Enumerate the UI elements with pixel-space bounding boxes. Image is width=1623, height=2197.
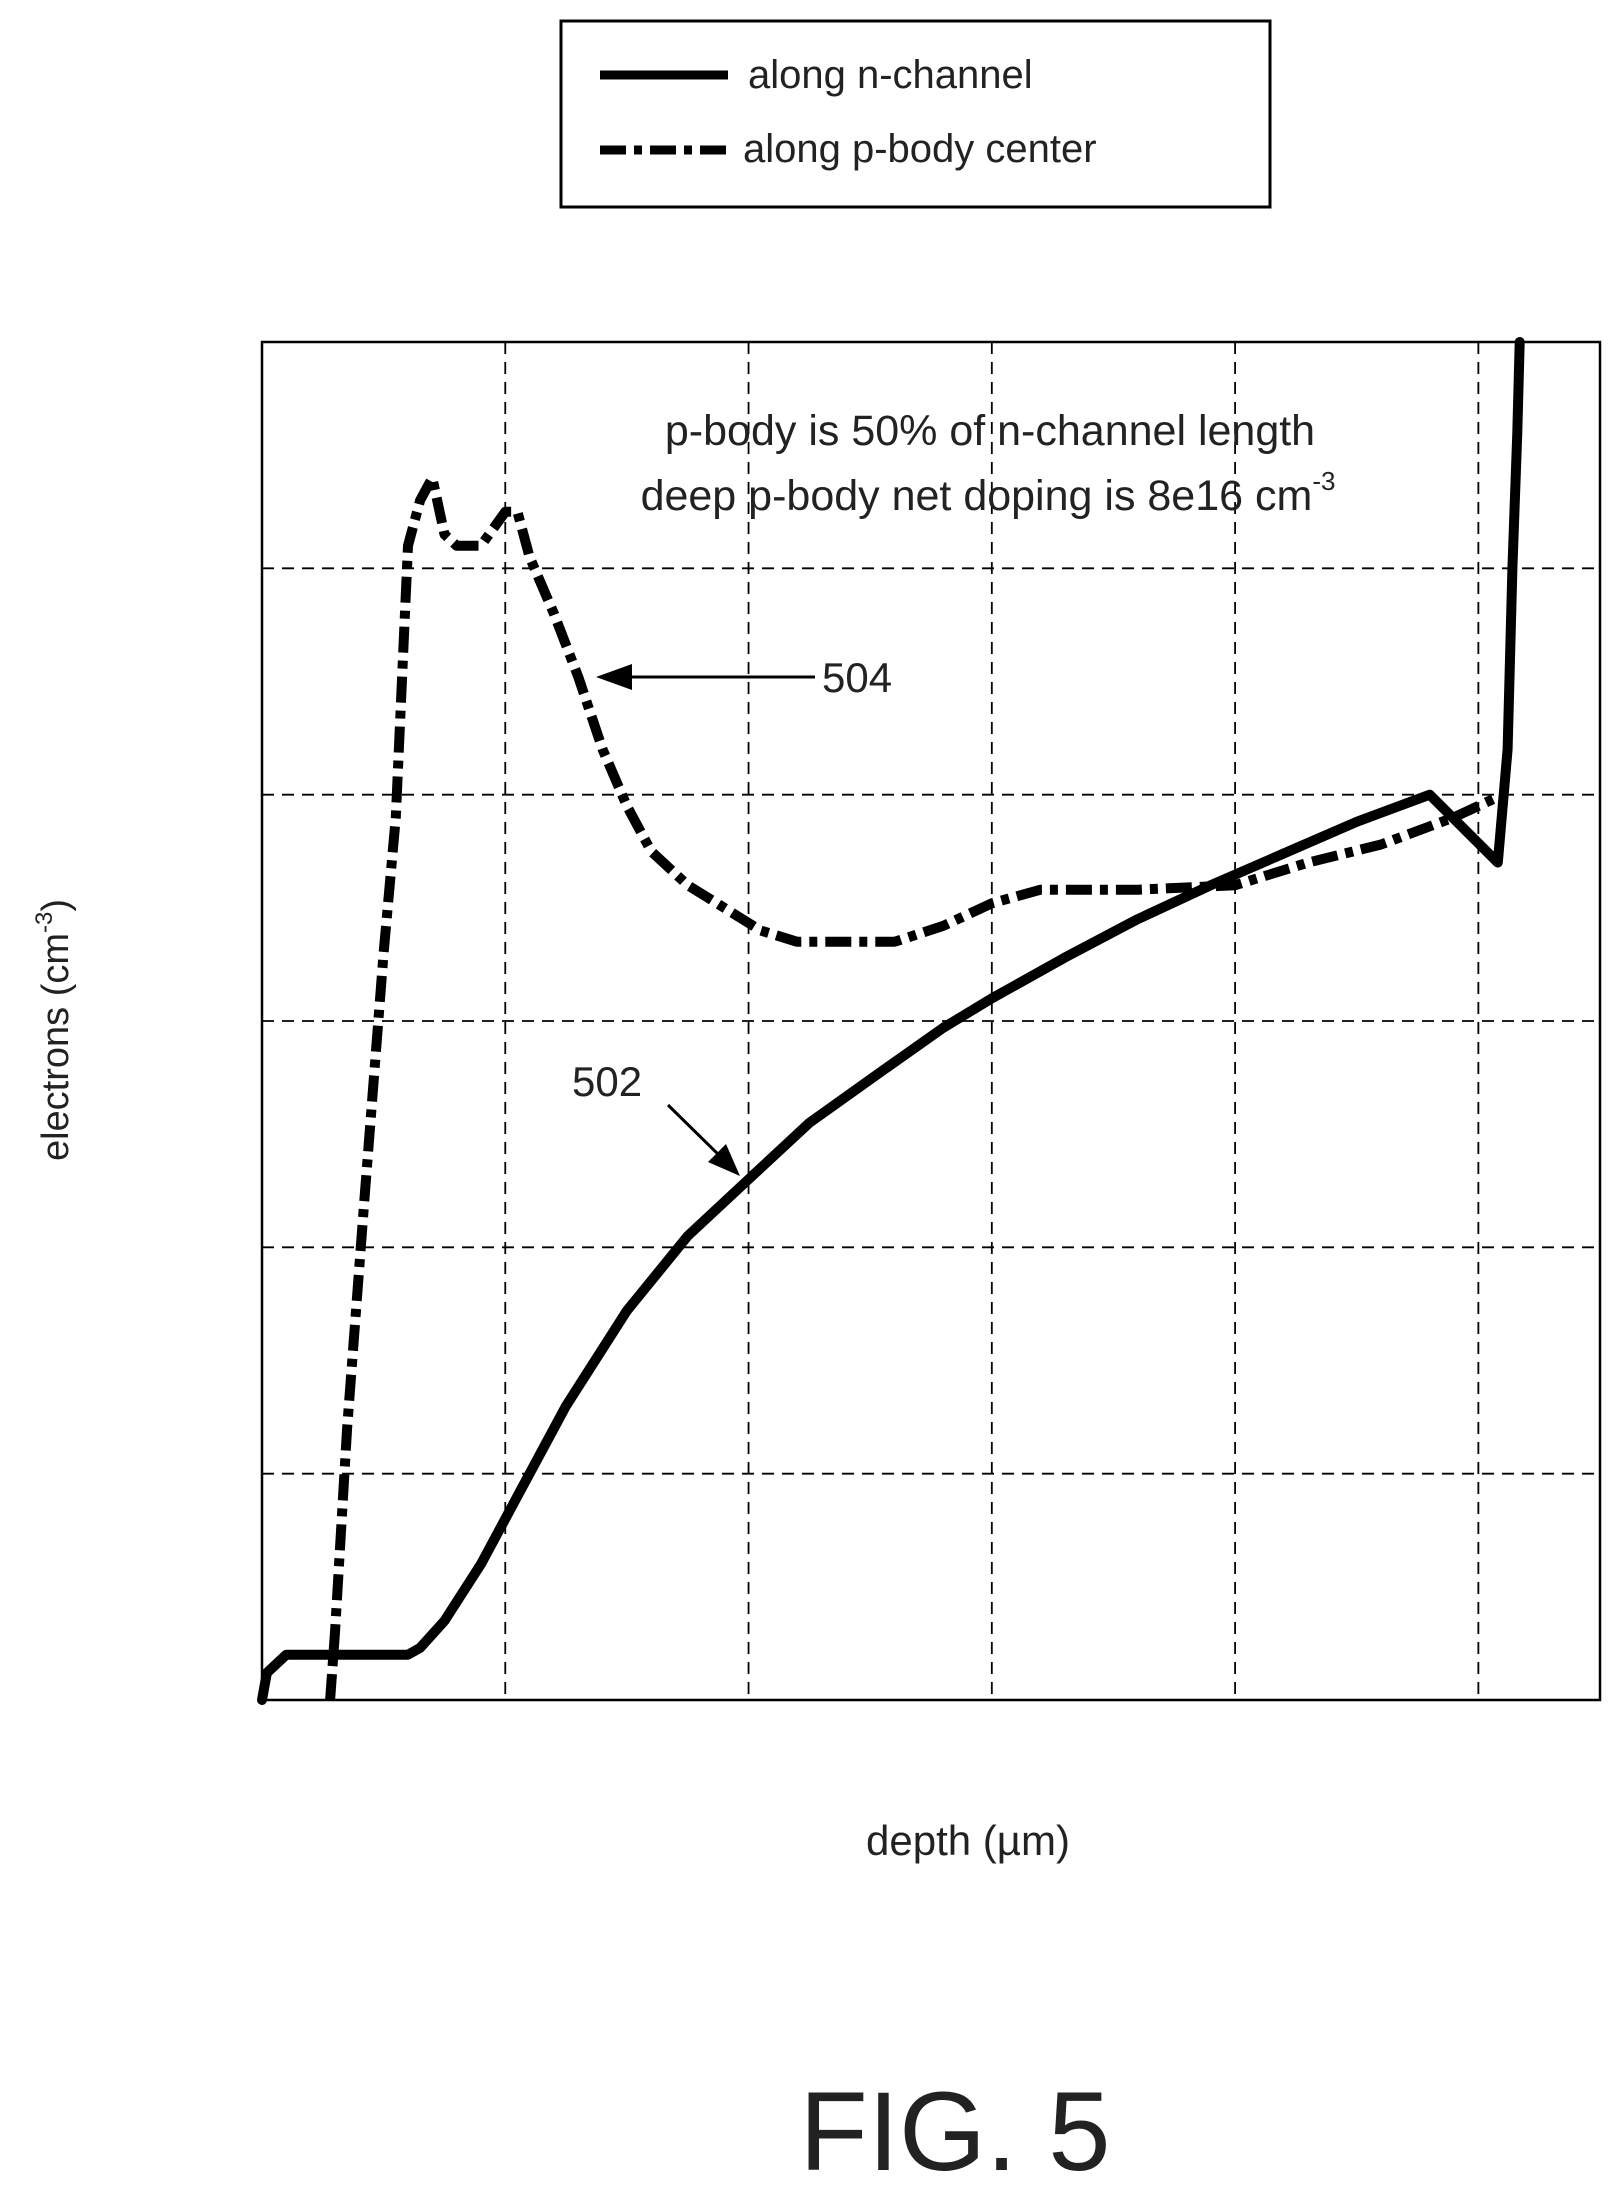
callout-502: 502 bbox=[572, 1058, 740, 1176]
annotation-line-1: p-body is 50% of n-channel length bbox=[665, 407, 1315, 455]
legend-label-along-n-channel: along n-channel bbox=[748, 53, 1033, 97]
callout-502-label: 502 bbox=[572, 1058, 642, 1105]
callout-502-arrowhead bbox=[708, 1144, 740, 1176]
callout-504-arrowhead bbox=[596, 664, 632, 690]
annotation-line-2: deep p-body net doping is 8e16 cm-3 bbox=[641, 466, 1336, 520]
callout-504: 504 bbox=[596, 654, 892, 701]
y-axis-label-main: electrons (cm bbox=[35, 933, 77, 1161]
callout-504-label: 504 bbox=[822, 654, 892, 701]
callout-502-arrow bbox=[666, 1103, 728, 1164]
legend-label-along-p-body-center: along p-body center bbox=[743, 127, 1097, 171]
y-axis-label: electrons (cm-3) bbox=[31, 899, 77, 1161]
series-layer bbox=[257, 337, 1525, 1705]
y-axis-label-superscript: -3 bbox=[31, 912, 58, 933]
legend: along n-channel along p-body center bbox=[559, 19, 1272, 209]
figure-label: FIG. 5 bbox=[799, 2069, 1110, 2194]
x-axis-label: depth (µm) bbox=[866, 1817, 1070, 1864]
gridlines bbox=[262, 342, 1600, 1700]
annotation-line-2-main: deep p-body net doping is 8e16 cm bbox=[641, 472, 1313, 520]
series-line-along-n-channel bbox=[257, 337, 1525, 1705]
y-axis-label-close: ) bbox=[35, 899, 77, 912]
annotation-line-2-superscript: -3 bbox=[1312, 466, 1335, 496]
series-line-along-p-body-center bbox=[325, 472, 1496, 1701]
legend-box bbox=[559, 19, 1272, 209]
